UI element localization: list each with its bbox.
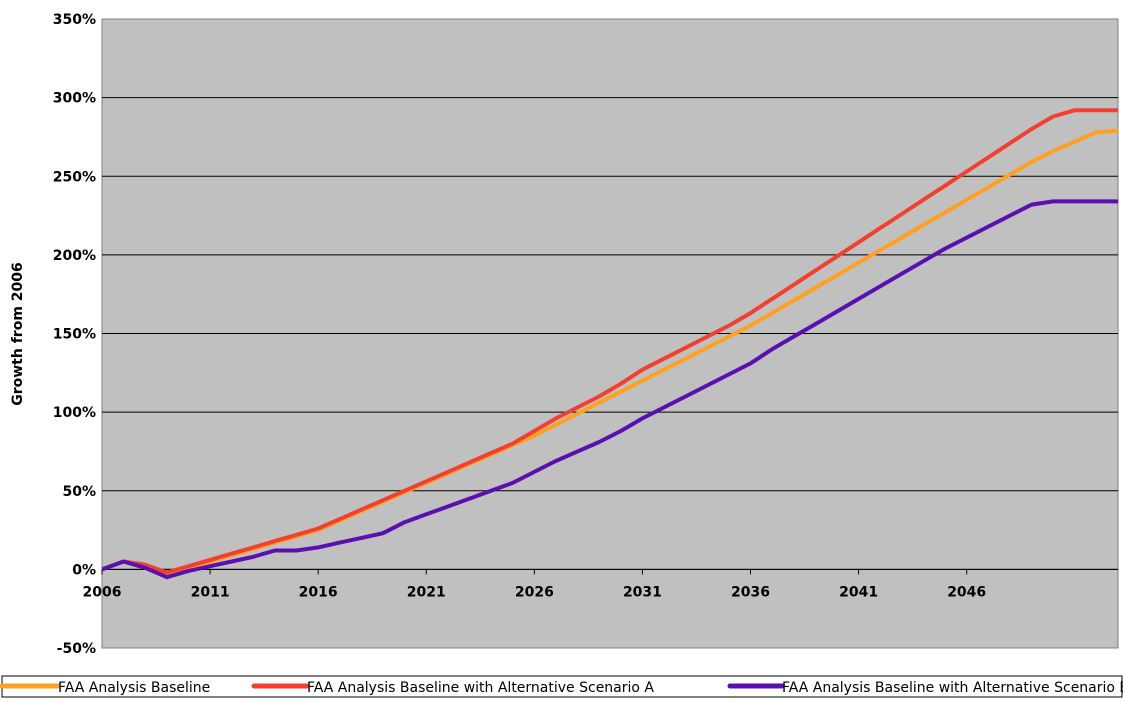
- y-tick-label: -50%: [57, 641, 96, 657]
- x-tick-label: 2041: [839, 584, 878, 600]
- legend: FAA Analysis Baseline FAA Analysis Baseli…: [0, 675, 1123, 698]
- gridlines: [102, 97, 1118, 570]
- y-tick-label: 0%: [72, 562, 96, 578]
- legend-label: FAA Analysis Baseline with Alternative S…: [782, 680, 1123, 696]
- x-tick-label: 2036: [731, 584, 770, 600]
- x-tick-label: 2031: [623, 584, 662, 600]
- x-tick-label: 2006: [83, 584, 122, 600]
- series-lines: [102, 108, 1118, 580]
- y-tick-label: 200%: [53, 248, 96, 264]
- legend-label: FAA Analysis Baseline: [58, 680, 210, 696]
- x-tick-label: 2046: [947, 584, 986, 600]
- y-axis-tick-labels: -50% 0% 50% 100% 150% 200% 250% 300% 350%: [53, 12, 96, 657]
- y-tick-label: 250%: [53, 169, 96, 185]
- x-axis-tick-labels: 2006 2011 2016 2021 2026 2031 2036 2041 2046: [83, 569, 986, 600]
- y-tick-label: 350%: [53, 12, 96, 28]
- y-tick-label: 300%: [53, 91, 96, 107]
- y-axis-title: Growth from 2006: [10, 262, 26, 406]
- x-tick-label: 2011: [191, 584, 230, 600]
- series-line-3: [102, 199, 1118, 580]
- y-tick-label: 150%: [53, 327, 96, 343]
- y-tick-label: 100%: [53, 405, 96, 421]
- x-tick-label: 2026: [515, 584, 554, 600]
- x-tick-label: 2021: [407, 584, 446, 600]
- series-line-2: [102, 108, 1118, 575]
- legend-label: FAA Analysis Baseline with Alternative S…: [307, 680, 654, 696]
- x-tick-label: 2016: [299, 584, 338, 600]
- y-tick-label: 50%: [62, 484, 96, 500]
